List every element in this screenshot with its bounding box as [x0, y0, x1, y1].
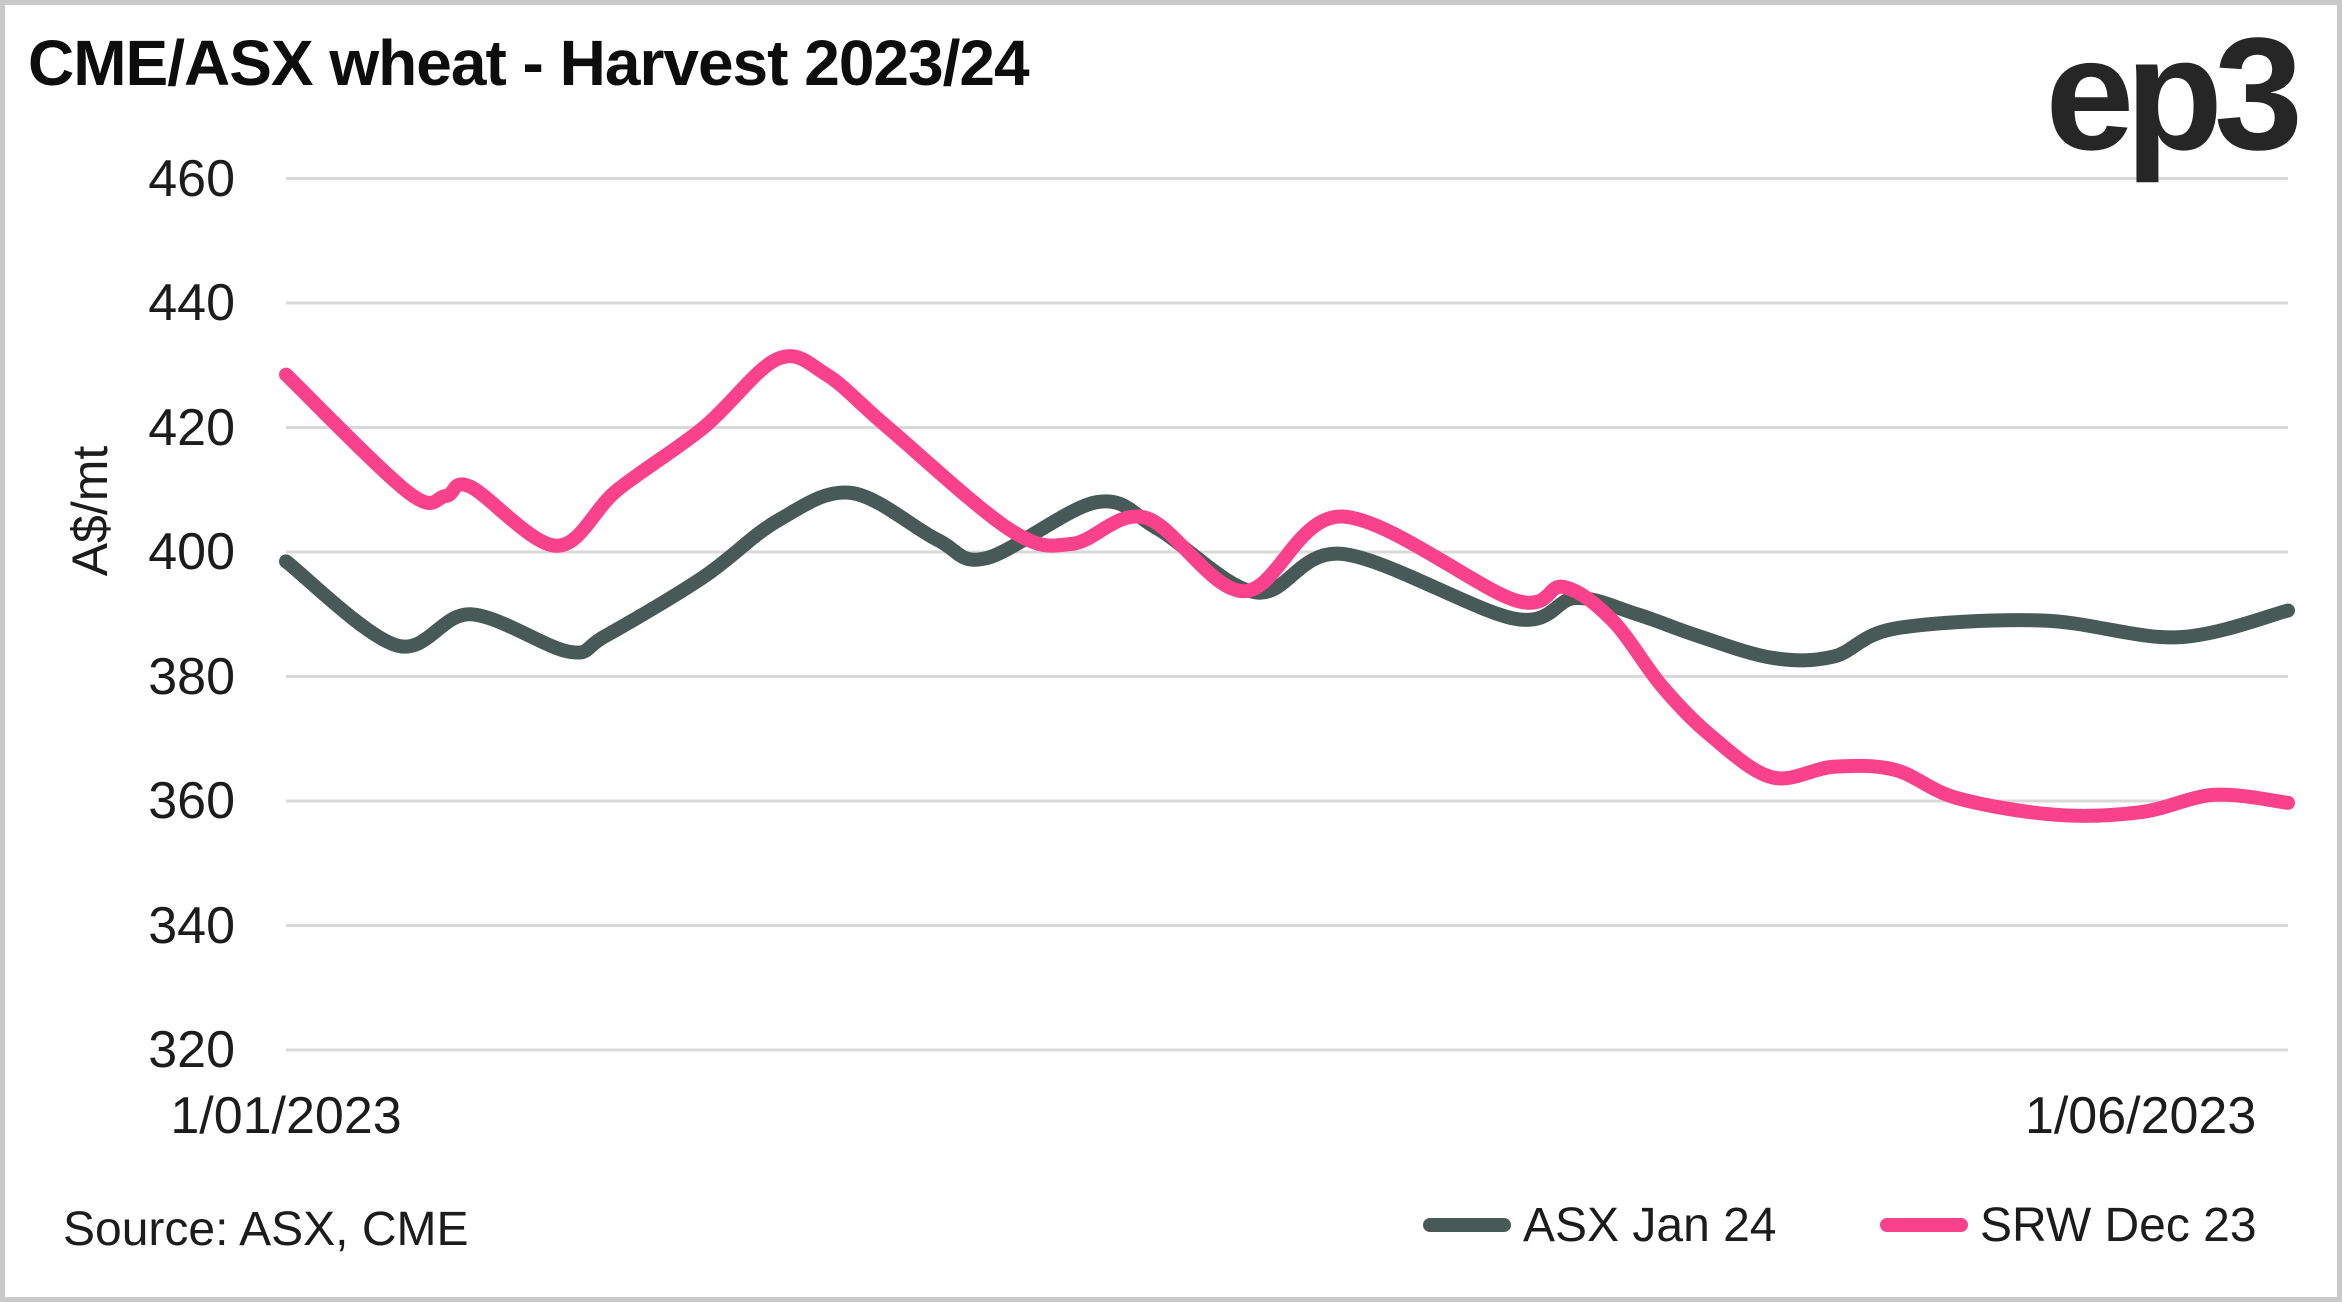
legend-label-srw: SRW Dec 23: [1980, 1198, 2257, 1252]
legend-label-asx: ASX Jan 24: [1523, 1198, 1777, 1252]
source-note: Source: ASX, CME: [63, 1203, 469, 1256]
legend-item-asx: ASX Jan 24: [1423, 1198, 1777, 1252]
y-tick-label: 380: [148, 647, 235, 706]
ep3-logo: ep3: [2045, 4, 2303, 183]
y-tick-label: 460: [148, 149, 235, 208]
x-axis-tick-start: 1/01/2023: [170, 1087, 402, 1145]
y-tick-label: 420: [148, 398, 235, 457]
y-tick-label: 360: [148, 772, 235, 830]
legend-swatch-srw: [1880, 1218, 1968, 1232]
y-tick-label: 400: [148, 523, 235, 581]
x-axis-tick-end: 1/06/2023: [2024, 1087, 2257, 1145]
series-line-srw: [279, 349, 2295, 823]
chart-title: CME/ASX wheat - Harvest 2023/24: [28, 27, 1030, 99]
y-tick-label: 320: [148, 1021, 235, 1079]
legend-swatch-asx: [1423, 1218, 1511, 1232]
y-axis-title: A$/mt: [62, 445, 118, 577]
y-tick-label: 340: [148, 896, 235, 955]
y-tick-label: 440: [148, 274, 235, 332]
legend-item-srw: SRW Dec 23: [1880, 1198, 2257, 1252]
